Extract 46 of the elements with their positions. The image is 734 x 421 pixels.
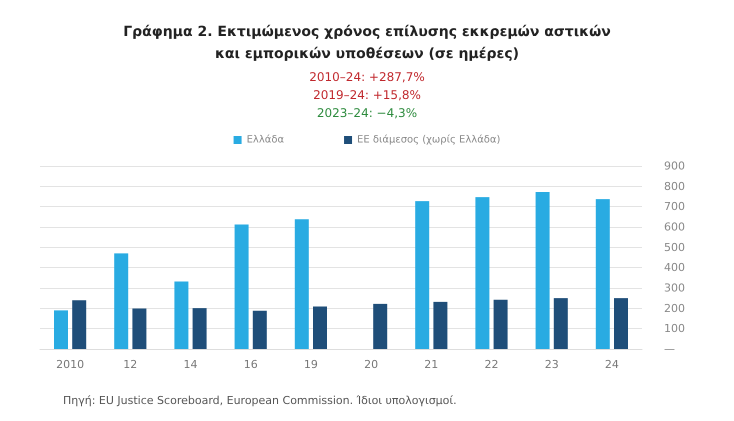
y-tick-label: 200 — [664, 302, 685, 315]
bar — [72, 300, 86, 349]
x-tick-label: 22 — [484, 358, 498, 371]
bar — [536, 192, 550, 349]
x-tick-label: 14 — [184, 358, 198, 371]
bar — [415, 201, 430, 349]
bar — [132, 308, 146, 349]
legend-label: Ελλάδα — [246, 134, 284, 146]
y-tick-label: 900 — [664, 160, 685, 172]
bar — [313, 306, 327, 349]
x-tick-label: 21 — [424, 358, 438, 371]
bar — [475, 197, 490, 349]
y-tick-label: 300 — [664, 282, 685, 294]
x-tick-label: 20 — [364, 358, 378, 371]
x-tick-label: 19 — [304, 358, 318, 371]
bar — [234, 224, 249, 349]
y-tick-label: — — [664, 342, 675, 356]
bar — [596, 199, 610, 349]
x-tick-label: 16 — [244, 358, 258, 371]
y-tick-label: 600 — [664, 220, 685, 234]
text: 2019–24: +15,8% — [313, 88, 421, 102]
text: Πηγή: EU Justice Scoreboard, European Commission. Ίδιοι υπολογισμοί. — [63, 394, 457, 407]
y-tick-label: 400 — [664, 261, 685, 274]
x-tick-label: 24 — [604, 358, 619, 371]
bar — [373, 304, 388, 349]
y-tick-label: 800 — [664, 180, 685, 193]
bar — [114, 253, 128, 349]
text: 2023–24: −4,3% — [316, 106, 418, 120]
y-tick-label: 700 — [664, 200, 685, 214]
bar — [554, 298, 568, 349]
bar — [252, 310, 267, 349]
x-tick-label: 23 — [544, 358, 559, 371]
x-tick-label: 2010 — [56, 358, 84, 371]
text: 2010–24: +287,7% — [309, 70, 425, 84]
bar — [433, 302, 448, 349]
bar — [614, 298, 628, 349]
x-tick-label: 12 — [123, 358, 138, 371]
bar — [192, 308, 207, 349]
bar — [494, 300, 508, 349]
bar — [174, 281, 188, 349]
y-tick-label: 500 — [664, 240, 685, 254]
y-tick-label: 100 — [664, 322, 685, 336]
bar — [294, 219, 309, 349]
bar — [54, 310, 68, 349]
legend-label: ΕΕ διάμεσος (χωρίς Ελλάδα) — [357, 134, 501, 146]
chart-title: Γράφημα 2. Εκτιμώμενος χρόνος επίλυσης εκκρεμών αστικών και εμπορικών υποθέσεων (σε ημέρες) — [123, 24, 611, 62]
